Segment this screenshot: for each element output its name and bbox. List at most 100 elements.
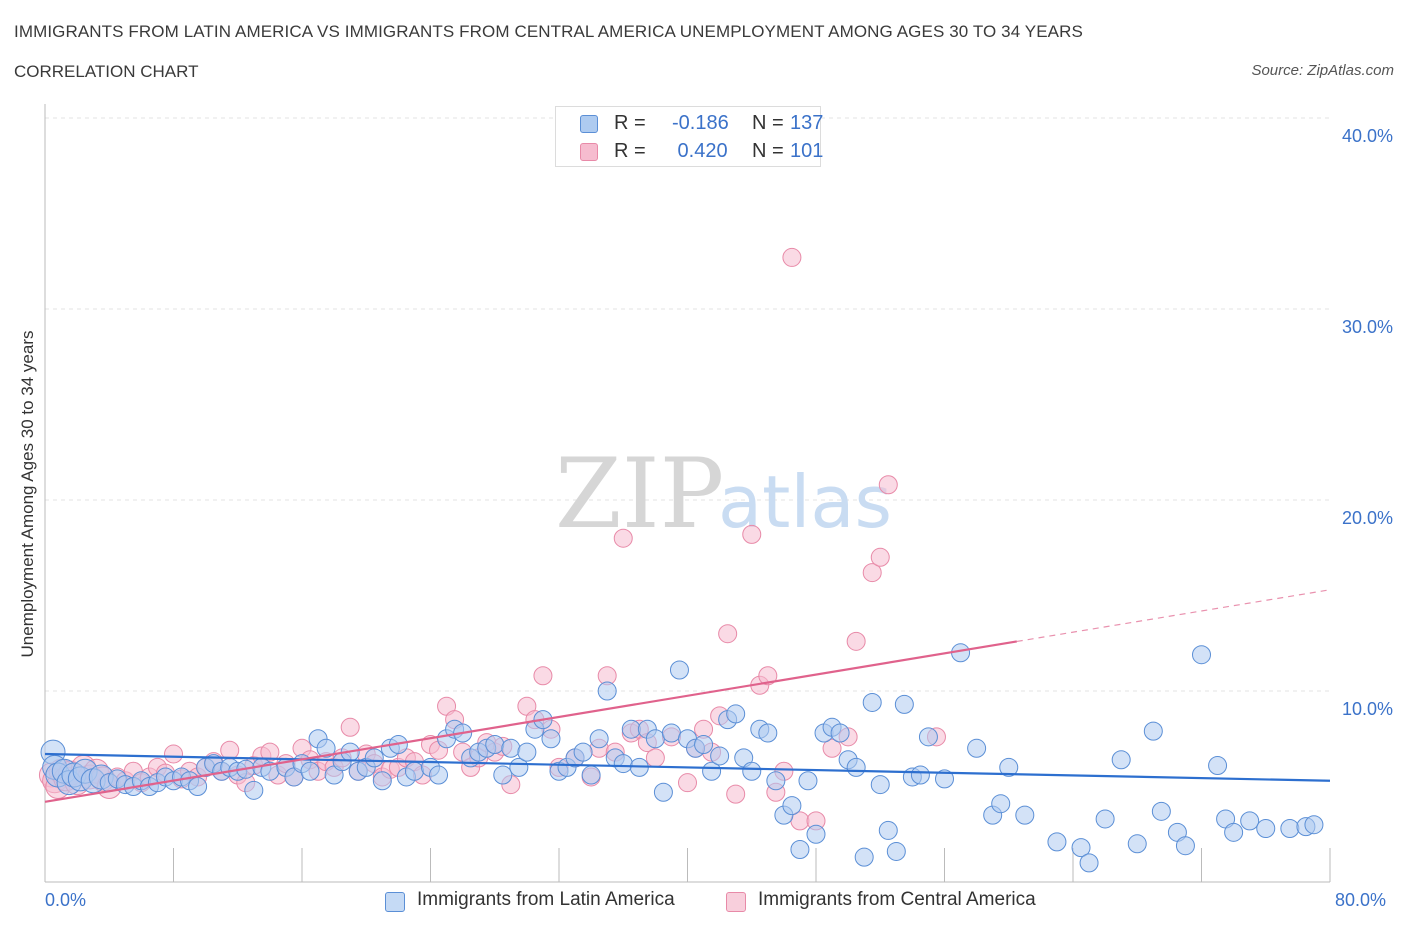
latin-america-point bbox=[485, 734, 505, 754]
central-america-point bbox=[220, 740, 240, 760]
latin-america-point bbox=[364, 748, 384, 768]
latin-america-point bbox=[1175, 836, 1195, 856]
y-tick-labels: 10.0% 20.0% 30.0% 40.0% bbox=[1342, 126, 1393, 719]
legend-r-label: R = bbox=[614, 140, 646, 162]
latin-america-point bbox=[999, 757, 1019, 777]
central-america-point bbox=[613, 528, 633, 548]
latin-america-point bbox=[806, 824, 826, 844]
grid-lines bbox=[45, 117, 1330, 692]
latin-america-point bbox=[766, 771, 786, 791]
latin-america-point bbox=[726, 704, 746, 724]
y-tick-label: 20.0% bbox=[1342, 508, 1393, 528]
latin-america-point bbox=[758, 723, 778, 743]
latin-america-point bbox=[1208, 755, 1228, 775]
latin-america-point bbox=[798, 771, 818, 791]
latin-america-point bbox=[188, 777, 208, 796]
latin-america-point bbox=[573, 742, 593, 762]
latin-america-point bbox=[854, 847, 874, 867]
central-america-point bbox=[718, 624, 738, 644]
legend-n-label: N = bbox=[752, 112, 784, 134]
latin-america-point bbox=[1240, 811, 1260, 831]
latin-america-point bbox=[1192, 645, 1211, 665]
central-america-point bbox=[742, 524, 762, 544]
central-america-point bbox=[260, 742, 280, 762]
latin-america-point bbox=[404, 761, 424, 781]
legend-n-value: 101 bbox=[790, 140, 824, 162]
latin-america-point bbox=[910, 765, 930, 785]
latin-america-point bbox=[581, 765, 601, 785]
latin-america-point bbox=[694, 734, 714, 754]
correlation-legend: R = -0.186 N = 137 R = 0.420 N = 101 bbox=[555, 106, 824, 167]
latin-america-point bbox=[710, 746, 730, 766]
latin-america-point bbox=[870, 775, 890, 795]
central-america-trend-line bbox=[44, 640, 1017, 803]
latin-america-point bbox=[517, 742, 537, 762]
bottom-legend-swatch-pink bbox=[726, 892, 746, 912]
watermark: ZIP atlas bbox=[555, 438, 892, 550]
latin-america-point bbox=[372, 771, 392, 791]
latin-america-point bbox=[742, 761, 762, 781]
latin-america-point bbox=[935, 769, 954, 789]
y-tick-label: 10.0% bbox=[1342, 699, 1393, 719]
latin-america-point bbox=[244, 780, 264, 800]
latin-america-point bbox=[1280, 819, 1300, 839]
bottom-legend-label: Immigrants from Latin America bbox=[417, 889, 675, 910]
legend-r-label: R = bbox=[614, 112, 646, 134]
latin-america-point bbox=[1111, 750, 1131, 770]
latin-america-point bbox=[886, 841, 906, 861]
watermark-zip: ZIP bbox=[555, 438, 724, 550]
latin-america-point bbox=[429, 765, 449, 785]
central-america-trend-extension bbox=[1016, 589, 1331, 643]
latin-america-point bbox=[613, 754, 633, 774]
latin-america-point bbox=[669, 660, 689, 680]
latin-america-point bbox=[830, 723, 850, 743]
legend-r-value: 0.420 bbox=[672, 140, 728, 162]
chart-subtitle: CORRELATION CHART bbox=[14, 62, 199, 81]
latin-america-point bbox=[918, 727, 938, 747]
latin-america-point bbox=[501, 738, 521, 758]
central-america-point bbox=[726, 784, 746, 804]
latin-america-point bbox=[1143, 721, 1163, 741]
latin-america-point bbox=[1071, 838, 1091, 858]
latin-america-point bbox=[790, 840, 810, 860]
latin-america-point bbox=[1127, 834, 1147, 854]
central-america-point bbox=[340, 717, 360, 737]
y-tick-label: 40.0% bbox=[1342, 126, 1393, 146]
latin-america-point bbox=[1304, 815, 1324, 835]
latin-america-point bbox=[1224, 822, 1244, 842]
latin-america-point bbox=[653, 782, 673, 802]
source-credit: Source: ZipAtlas.com bbox=[1251, 62, 1394, 79]
latin-america-point bbox=[300, 761, 320, 781]
legend-swatch-blue bbox=[580, 115, 598, 133]
latin-america-point bbox=[991, 794, 1011, 814]
legend-n-label: N = bbox=[752, 140, 784, 162]
latin-america-point bbox=[621, 719, 641, 739]
central-america-point bbox=[645, 748, 665, 768]
central-america-point bbox=[878, 475, 898, 495]
central-america-point bbox=[862, 563, 882, 583]
latin-america-point bbox=[1151, 801, 1171, 821]
latin-america-point bbox=[589, 729, 609, 749]
bottom-legend-label: Immigrants from Central America bbox=[758, 889, 1036, 910]
latin-america-point bbox=[316, 738, 336, 758]
trend-lines bbox=[44, 589, 1331, 803]
latin-america-point bbox=[1047, 832, 1067, 852]
central-america-point bbox=[870, 547, 890, 567]
bottom-legend-swatch-blue bbox=[385, 892, 405, 912]
central-america-point bbox=[164, 744, 183, 764]
y-tick-label: 30.0% bbox=[1342, 317, 1393, 337]
latin-america-point bbox=[967, 738, 987, 758]
latin-america-point bbox=[493, 765, 513, 785]
central-america-point bbox=[822, 738, 842, 758]
central-america-point bbox=[533, 666, 553, 686]
latin-america-trend-line bbox=[44, 752, 1331, 782]
legend-swatch-pink bbox=[580, 143, 598, 161]
latin-america-point bbox=[878, 820, 898, 840]
central-america-point bbox=[758, 666, 778, 686]
latin-america-point bbox=[541, 729, 561, 749]
latin-america-point bbox=[645, 729, 665, 749]
latin-america-point bbox=[597, 681, 617, 701]
x-tick-label-max: 80.0% bbox=[1335, 890, 1387, 910]
central-america-point bbox=[846, 631, 866, 651]
